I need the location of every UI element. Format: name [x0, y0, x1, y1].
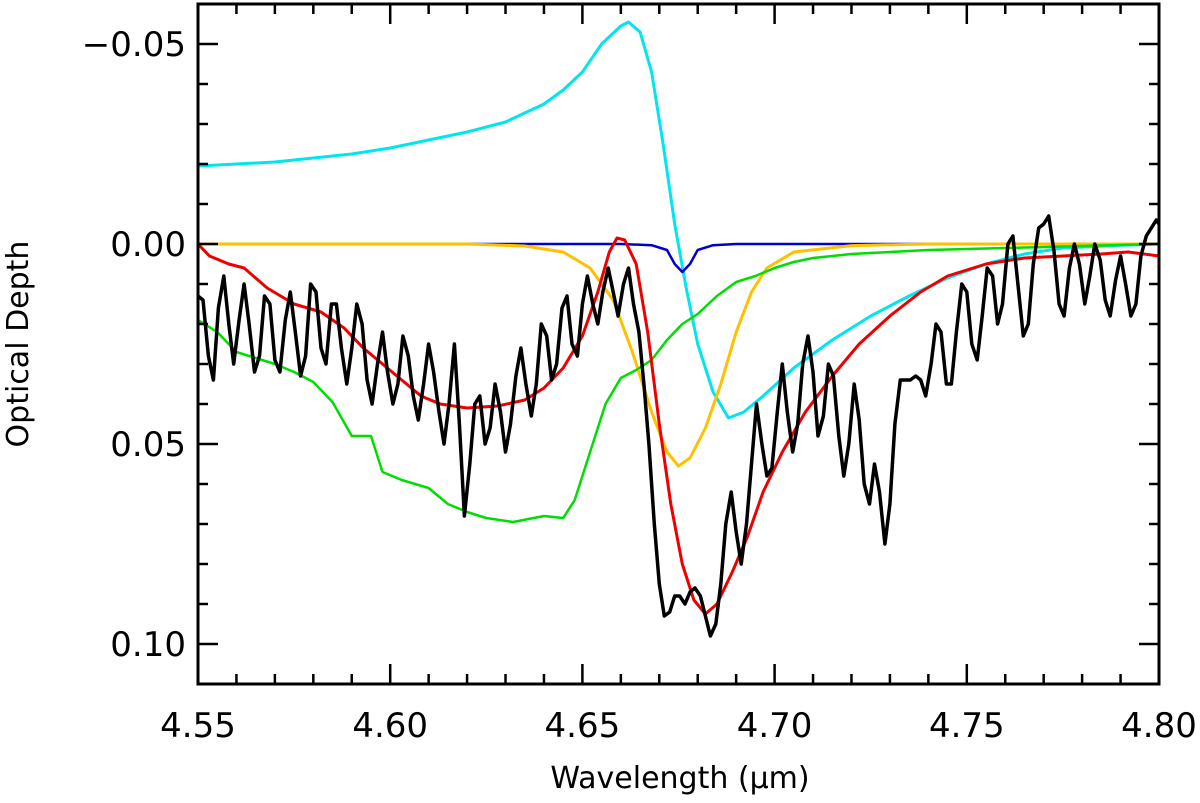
series-line-4 — [198, 236, 1159, 616]
x-tick-label: 4.65 — [545, 706, 621, 746]
ticks-layer: 4.55 4.60 4.65 4.70 4.75 4.80 −0.05 0.00 0.05 0.1… — [82, 2, 1197, 746]
y-tick-label: 0.10 — [110, 625, 186, 665]
x-tick-label: 4.75 — [929, 706, 1005, 746]
series-line-5 — [198, 214, 1159, 638]
x-tick-label: 4.70 — [737, 706, 813, 746]
plot-frame — [196, 2, 1161, 686]
x-tick-label: 4.80 — [1121, 706, 1197, 746]
y-axis-title: Optical Depth — [1, 241, 36, 448]
x-axis-title: Wavelength (μm) — [550, 761, 809, 796]
series-line-3 — [198, 242, 1159, 524]
series-line-1 — [198, 242, 1159, 274]
y-tick-label: 0.00 — [110, 225, 186, 265]
x-tick-label: 4.55 — [160, 706, 236, 746]
series-line-2 — [198, 242, 1159, 468]
x-tick-label: 4.60 — [352, 706, 428, 746]
series-layer — [198, 20, 1159, 638]
y-tick-label: −0.05 — [82, 25, 186, 65]
y-tick-label: 0.05 — [110, 425, 186, 465]
